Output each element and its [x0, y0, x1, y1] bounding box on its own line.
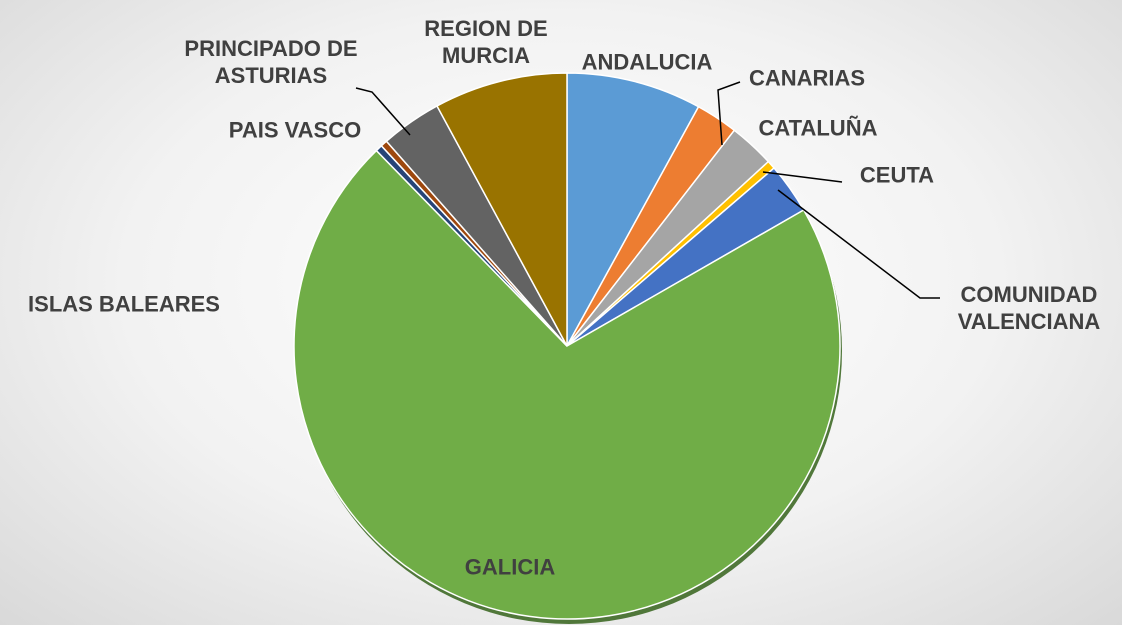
slice-label: REGION DE MURCIA — [424, 16, 548, 68]
slice-label: PRINCIPADO DE ASTURIAS — [184, 36, 358, 88]
leader-line — [355, 87, 411, 136]
leader-line — [762, 171, 843, 183]
slice-label: PAIS VASCO — [228, 117, 362, 143]
pie-slice — [435, 72, 568, 347]
slices — [293, 72, 841, 620]
slice-label: CANARIAS — [748, 65, 866, 91]
leader-lines — [355, 81, 940, 299]
slice-label: ISLAS BALEARES — [28, 291, 220, 317]
pie-slice — [566, 72, 700, 347]
leader-line — [777, 189, 940, 299]
leader-line — [717, 81, 741, 146]
slice-label: GALICIA — [464, 554, 556, 580]
pie-slice — [293, 149, 841, 620]
slice-label: COMUNIDAD VALENCIANA — [957, 282, 1101, 334]
slice-label: ANDALUCIA — [581, 49, 713, 75]
slice-label: CATALUÑA — [758, 115, 878, 141]
slice-label: CEUTA — [859, 162, 935, 188]
